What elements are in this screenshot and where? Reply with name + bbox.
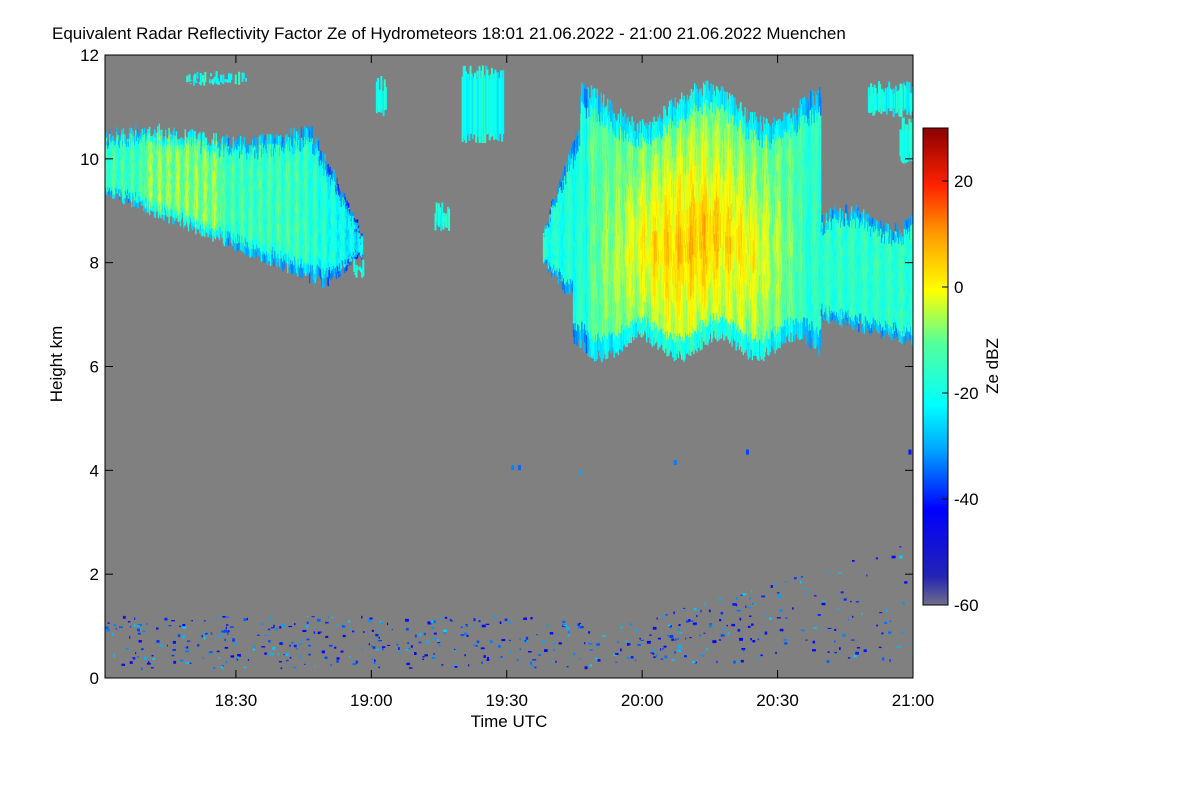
colorbar-tick-label: 20	[954, 172, 973, 191]
colorbar-tick-label: -20	[954, 384, 979, 403]
reflectivity-field	[105, 65, 913, 671]
colorbar-gradient	[922, 127, 949, 606]
colorbar-tick-label: -40	[954, 490, 979, 509]
plot-area	[104, 54, 914, 679]
x-tick-label: 18:30	[215, 691, 258, 710]
y-tick-label: 8	[90, 254, 99, 273]
low-level-clutter	[105, 449, 913, 671]
y-tick-label: 0	[90, 669, 99, 688]
y-tick-label: 4	[90, 461, 99, 480]
x-tick-label: 19:00	[350, 691, 393, 710]
x-axis: 18:30 19:00 19:30 20:00 20:30 21:00	[215, 55, 935, 710]
x-tick-label: 20:00	[621, 691, 664, 710]
y-tick-label: 12	[80, 46, 99, 65]
x-axis-label: Time UTC	[471, 712, 548, 731]
x-tick-label: 19:30	[485, 691, 528, 710]
colorbar-label: Ze dBZ	[983, 338, 1002, 394]
y-tick-label: 6	[90, 358, 99, 377]
chart-title: Equivalent Radar Reflectivity Factor Ze …	[52, 24, 846, 43]
colorbar-ticks: 20 0 -20 -40 -60	[942, 172, 979, 615]
cloud-upper-cloud-layer-west	[105, 123, 364, 288]
colorbar-tick-label: 0	[954, 278, 963, 297]
cloud-convective-cloud	[542, 80, 913, 363]
x-tick-label: 20:30	[756, 691, 799, 710]
colorbar-tick-label: -60	[954, 596, 979, 615]
y-tick-label: 2	[90, 565, 99, 584]
colorbar: 20 0 -20 -40 -60 Ze dBZ	[922, 127, 1002, 615]
y-tick-label: 10	[80, 150, 99, 169]
isolated-cells	[186, 65, 913, 278]
y-axis: 0 2 4 6 8 10 12	[80, 46, 913, 688]
x-tick-label: 21:00	[892, 691, 935, 710]
y-axis-label: Height km	[47, 326, 66, 403]
